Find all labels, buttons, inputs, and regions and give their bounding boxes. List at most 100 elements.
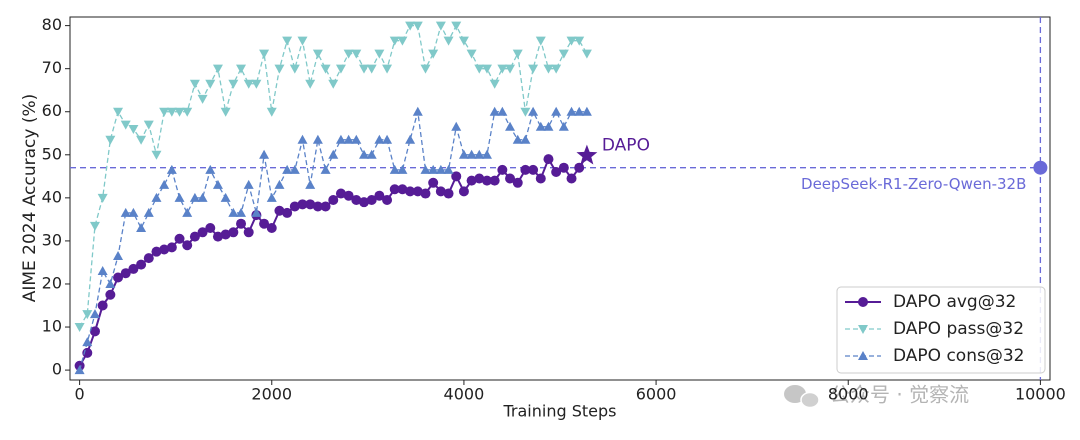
data-point [397,36,408,46]
data-point [551,167,562,178]
data-point [428,164,439,174]
data-point [236,207,247,217]
data-point [89,326,100,337]
data-point [566,106,577,116]
data-point [128,124,139,134]
data-point [143,207,154,217]
data-point [366,195,377,206]
data-point [458,36,469,46]
legend-label: DAPO cons@32 [893,346,1024,366]
data-point [113,272,124,283]
data-point [466,49,477,59]
data-point [143,253,154,264]
data-point [113,250,124,260]
legend-marker [858,325,868,334]
data-point [512,177,523,188]
data-point [489,175,500,186]
data-point [151,246,162,257]
x-tick-label: 10000 [1015,385,1066,404]
data-point [543,64,554,74]
data-point [405,21,416,31]
data-point [136,259,147,270]
data-point [351,134,362,144]
data-point [305,199,316,210]
data-point [466,149,477,159]
data-point [274,179,285,189]
data-point [274,205,285,216]
data-point [558,121,569,131]
data-point [543,154,554,165]
data-point [405,134,416,144]
y-tick-label: 50 [42,144,62,163]
data-point [159,244,170,255]
x-axis-label: Training Steps [503,402,617,421]
data-point [228,79,239,89]
data-point [259,218,270,229]
data-point [520,107,531,117]
data-point [420,164,431,174]
data-point [212,64,223,74]
data-point [443,36,454,46]
y-tick-label: 70 [42,58,62,77]
data-point [497,64,508,74]
data-point [428,49,439,59]
data-point [320,64,331,74]
data-point [197,94,208,104]
data-point [543,121,554,131]
data-point [451,121,462,131]
data-point [243,79,254,89]
data-point [166,164,177,174]
data-point [89,309,100,319]
data-point [220,192,231,202]
data-point [297,36,308,46]
data-point [151,192,162,202]
data-point [120,268,131,279]
data-point [266,107,277,117]
data-point [120,120,131,130]
data-point [382,64,393,74]
data-point [82,337,93,347]
data-point [505,121,516,131]
data-point [574,36,585,46]
data-point [236,218,247,229]
data-point [505,64,516,74]
data-point [451,171,462,182]
data-point [359,64,369,74]
data-point [374,49,385,59]
data-point [97,266,108,276]
data-point [136,222,147,232]
data-point [566,173,577,184]
data-point [374,134,385,144]
data-point [274,64,285,74]
data-point [551,106,562,116]
data-point [489,106,500,116]
data-point [458,186,469,197]
data-point [328,195,339,206]
data-point [220,107,231,117]
data-point [105,289,116,300]
data-point [159,107,170,117]
data-point [174,233,185,244]
data-point [320,164,331,174]
data-point [74,323,85,333]
data-point [435,164,446,174]
data-point [574,106,585,116]
data-point [535,36,546,46]
data-point [335,64,346,74]
data-point [289,164,300,174]
data-point [312,49,323,59]
data-point [197,192,208,202]
data-point [528,164,539,175]
data-point [389,164,400,174]
series-line [78,155,588,367]
data-point [182,107,193,117]
data-point [497,164,508,175]
data-point [335,134,346,144]
data-point [182,207,193,217]
data-point [397,184,408,195]
x-tick-label: 8000 [828,385,869,404]
data-point [458,149,469,159]
data-point [335,188,346,199]
data-point [428,177,439,188]
x-tick-label: 6000 [636,385,677,404]
